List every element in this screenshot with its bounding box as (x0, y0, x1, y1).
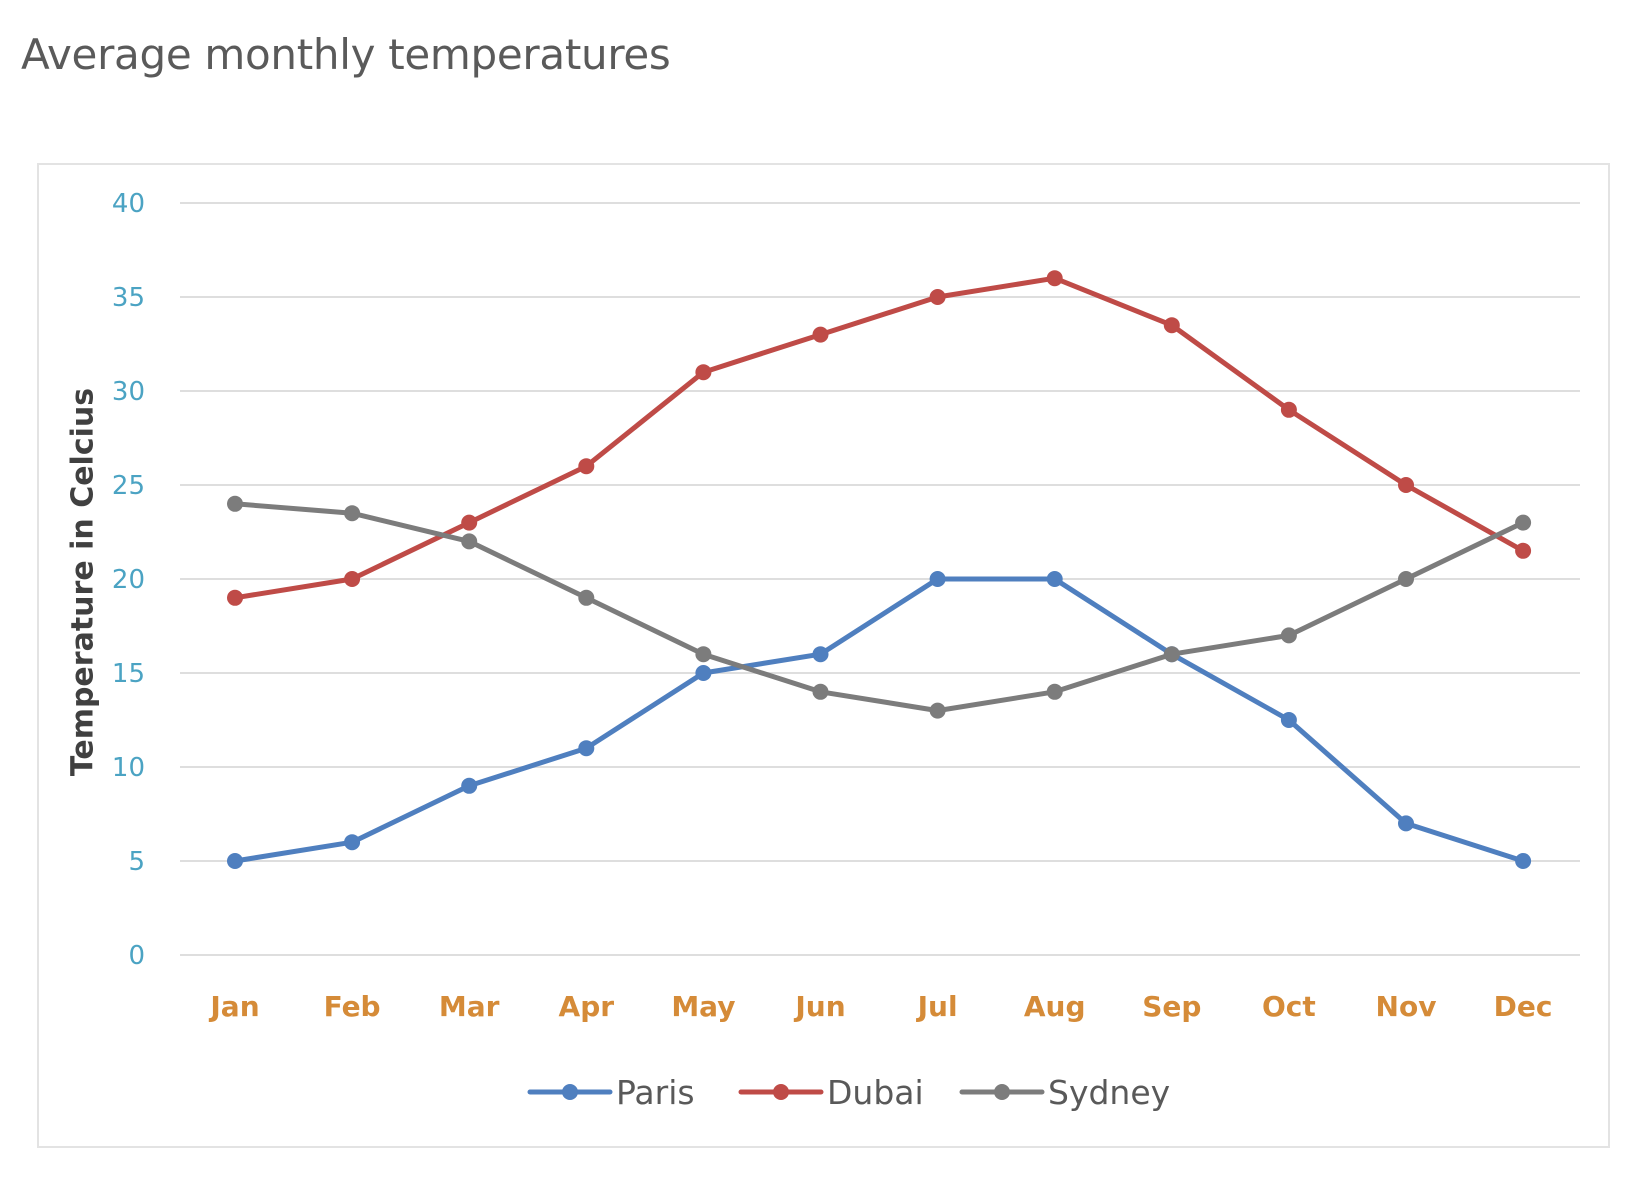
data-point (1515, 542, 1532, 559)
data-point (227, 853, 243, 869)
y-tick-label: 40 (112, 189, 145, 219)
data-point (578, 458, 595, 475)
series-sydney (227, 495, 1532, 719)
y-axis-label: Temperature in Celcius (66, 388, 101, 776)
grid-lines (180, 202, 1580, 956)
data-point (1280, 712, 1297, 728)
data-point (1515, 853, 1532, 869)
data-point (461, 514, 478, 531)
data-point (1046, 270, 1063, 287)
data-point (695, 665, 712, 681)
data-point (929, 571, 946, 587)
series-line-paris (232, 576, 1526, 864)
data-point (1280, 401, 1297, 418)
y-tick-labels: 0 5 10 15 20 25 30 35 40 (112, 189, 145, 971)
x-tick-label: Jan (208, 990, 259, 1023)
data-point (1398, 477, 1414, 493)
legend: Paris Dubai Sydney (527, 1073, 1170, 1112)
legend-item-dubai: Dubai (738, 1073, 924, 1112)
legend-item-sydney: Sydney (959, 1073, 1170, 1112)
x-tick-label: Mar (439, 990, 500, 1023)
y-tick-label: 20 (112, 565, 145, 595)
data-point (1163, 317, 1180, 334)
data-point (812, 646, 829, 663)
page-title: Average monthly temperatures (21, 30, 671, 79)
y-tick-label: 30 (112, 377, 145, 407)
x-tick-label: Nov (1376, 990, 1437, 1023)
legend-label: Paris (616, 1073, 695, 1112)
x-tick-label: May (671, 990, 735, 1023)
series-lines (227, 270, 1532, 869)
y-tick-label: 0 (128, 941, 145, 971)
data-point (1398, 571, 1414, 587)
data-point (344, 505, 361, 522)
data-point (344, 571, 361, 587)
data-point (461, 777, 478, 794)
legend-item-paris: Paris (527, 1073, 695, 1112)
data-point (1280, 627, 1297, 644)
legend-swatch-marker (773, 1084, 789, 1100)
data-point (461, 533, 478, 550)
data-point (578, 740, 595, 757)
legend-label: Dubai (827, 1073, 924, 1112)
x-tick-label: Sep (1142, 990, 1201, 1023)
series-paris (227, 571, 1532, 869)
data-point (1046, 683, 1063, 700)
y-tick-label: 5 (128, 847, 145, 877)
x-tick-label: Apr (559, 990, 615, 1023)
x-tick-label: Oct (1262, 990, 1316, 1023)
data-point (695, 646, 712, 663)
legend-label: Sydney (1048, 1073, 1170, 1112)
y-tick-label: 25 (112, 471, 145, 501)
legend-swatch-marker (562, 1084, 578, 1100)
data-point (1398, 815, 1414, 832)
series-dubai (227, 270, 1532, 606)
x-tick-label: Jun (793, 990, 845, 1023)
data-point (227, 495, 243, 512)
series-line-sydney (232, 501, 1526, 714)
data-point (1515, 514, 1532, 531)
legend-swatch-marker (994, 1084, 1010, 1100)
x-tick-label: Jul (916, 990, 958, 1023)
data-point (695, 364, 712, 381)
data-point (812, 326, 829, 343)
series-line-dubai (232, 275, 1526, 601)
data-point (578, 589, 595, 606)
data-point (1046, 571, 1063, 587)
data-point (227, 589, 243, 606)
x-tick-label: Dec (1494, 990, 1553, 1023)
data-point (812, 683, 829, 700)
data-point (344, 834, 361, 851)
y-tick-label: 15 (112, 659, 145, 689)
data-point (1163, 646, 1180, 663)
x-tick-labels: Jan Feb Mar Apr May Jun Jul Aug Sep Oct Nov Dec (208, 990, 1552, 1023)
x-tick-label: Aug (1024, 990, 1086, 1023)
data-point (929, 289, 946, 305)
y-tick-label: 35 (112, 283, 145, 313)
data-point (929, 702, 946, 719)
x-tick-label: Feb (324, 990, 381, 1023)
y-tick-label: 10 (112, 753, 145, 783)
